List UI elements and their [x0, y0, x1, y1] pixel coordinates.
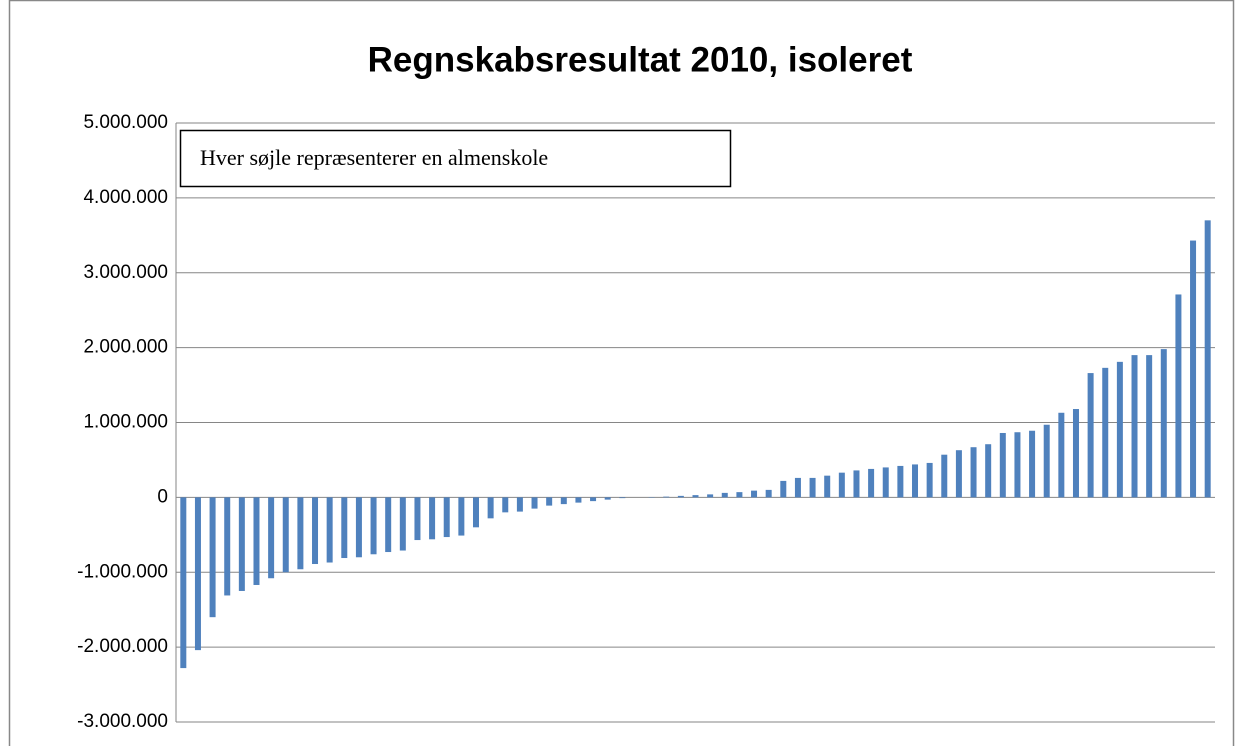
- bar: [531, 497, 538, 509]
- bar: [326, 497, 333, 563]
- bar: [560, 497, 567, 505]
- bar: [224, 497, 231, 596]
- bar: [721, 492, 728, 498]
- y-tick-label: 1.000.000: [83, 412, 168, 433]
- y-tick-label: 3.000.000: [83, 262, 168, 283]
- bar: [794, 477, 801, 498]
- bar: [824, 475, 831, 498]
- bar: [516, 497, 523, 512]
- y-tick-label: -2.000.000: [77, 636, 168, 657]
- bar: [209, 497, 216, 618]
- bar: [897, 465, 904, 498]
- bar: [1204, 220, 1211, 498]
- y-tick-label: 0: [157, 486, 168, 507]
- bar: [985, 444, 992, 498]
- bar: [809, 477, 816, 498]
- bar: [1087, 373, 1094, 498]
- bar: [370, 497, 377, 555]
- bar: [458, 497, 465, 536]
- bar: [282, 497, 289, 573]
- bar: [472, 497, 479, 528]
- bar: [1043, 424, 1050, 498]
- bar: [707, 494, 714, 498]
- bar: [180, 497, 187, 669]
- bar: [1058, 412, 1065, 498]
- bar: [1102, 367, 1109, 498]
- bar: [751, 490, 758, 498]
- bar: [853, 470, 860, 498]
- annotation-box: [179, 129, 732, 188]
- bar: [868, 468, 875, 498]
- bar: [604, 497, 611, 500]
- chart-title: Regnskabsresultat 2010, isoleret: [368, 40, 913, 79]
- bar: [780, 480, 787, 498]
- bar: [1146, 355, 1153, 498]
- bar: [443, 497, 450, 538]
- bar: [736, 492, 743, 498]
- y-tick-label: 4.000.000: [83, 187, 168, 208]
- bar: [546, 497, 553, 506]
- bar: [926, 462, 933, 498]
- bar: [970, 447, 977, 498]
- bar: [1131, 355, 1138, 498]
- bar: [912, 464, 919, 498]
- bar: [1014, 432, 1021, 498]
- y-tick-label: -1.000.000: [77, 561, 168, 582]
- bar: [1160, 349, 1167, 498]
- bar: [385, 497, 392, 553]
- bar: [312, 497, 319, 565]
- bar: [253, 497, 260, 585]
- y-tick-label: 2.000.000: [83, 337, 168, 358]
- annotation: Hver søjle repræsenterer en almenskole: [200, 145, 548, 170]
- bar: [619, 497, 626, 499]
- y-tick-label: 5.000.000: [83, 112, 168, 133]
- bar: [692, 495, 699, 498]
- bar: [1072, 409, 1079, 498]
- bar: [999, 432, 1006, 498]
- bar: [414, 497, 421, 541]
- bar: [297, 497, 304, 570]
- bar: [399, 497, 406, 551]
- bar: [1175, 294, 1182, 498]
- bar: [502, 497, 509, 513]
- bar: [238, 497, 245, 591]
- bar: [341, 497, 348, 559]
- y-tick-label: -3.000.000: [77, 711, 168, 732]
- bar: [955, 450, 962, 498]
- bar: [590, 497, 597, 502]
- bar: [268, 497, 275, 579]
- plot-area: -3.000.000 -2.000.000 -1.000.000 0 1.000.000…: [77, 112, 1215, 732]
- bar: [663, 496, 670, 498]
- bar: [1190, 240, 1197, 498]
- bar: [575, 497, 582, 503]
- bar: [882, 467, 889, 498]
- bar: [1029, 430, 1036, 498]
- chart-frame: [8, 0, 1235, 746]
- bar: [487, 497, 494, 519]
- bar: [429, 497, 436, 540]
- bar: [941, 454, 948, 498]
- bar: [1116, 361, 1123, 498]
- bar: [677, 495, 684, 498]
- bar: [194, 497, 201, 651]
- bar: [355, 497, 362, 558]
- bar: [838, 472, 845, 498]
- bar: [765, 489, 772, 498]
